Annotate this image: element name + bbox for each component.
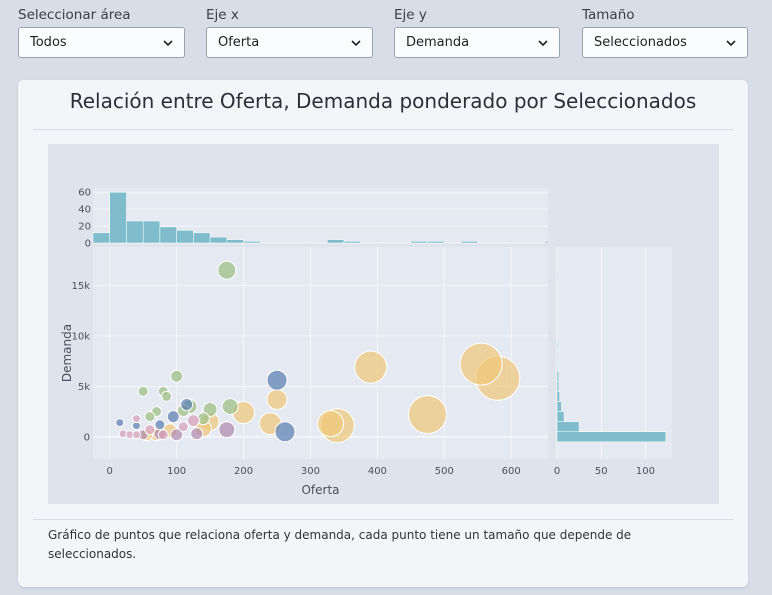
scatter-point — [144, 411, 156, 423]
x-tick-label: 400 — [368, 466, 387, 477]
scatter-point — [177, 421, 189, 433]
y-tick-label: 5k — [78, 382, 90, 393]
filter-area: Seleccionar área — [18, 6, 131, 24]
chart-caption: Gráfico de puntos que relaciona oferta y… — [48, 528, 632, 561]
filter-x-label: Eje x — [206, 7, 239, 23]
scatter-point — [354, 350, 388, 384]
scatter-point — [217, 260, 237, 280]
top-histogram-bar — [243, 241, 261, 244]
right-histogram-bar — [556, 431, 667, 443]
y-tick-label: 10k — [71, 331, 90, 342]
right-histogram-bar — [556, 350, 559, 362]
scatter-point — [266, 388, 288, 410]
top-histogram-bar — [126, 220, 144, 244]
top-histogram-bar — [427, 241, 445, 244]
scatter-point — [218, 421, 236, 439]
caption-divider — [33, 519, 733, 520]
chevron-down-icon — [351, 40, 361, 47]
top-histogram-bar — [159, 226, 177, 244]
scatter-point — [459, 342, 503, 386]
scatter-point — [408, 395, 448, 435]
right-histogram-bar — [556, 360, 559, 372]
title-divider — [33, 129, 733, 130]
top-histogram-bar — [326, 239, 345, 244]
scatter-point — [186, 414, 200, 428]
top-histogram-bar — [193, 232, 211, 244]
top-histogram-bar — [92, 232, 110, 244]
filter-area-label: Seleccionar área — [18, 7, 131, 23]
top-histogram-bar — [176, 230, 194, 244]
right-histogram-bar — [556, 269, 559, 281]
top-histogram-bar — [209, 236, 228, 244]
x-tick-label: 500 — [435, 466, 454, 477]
x-tick-label: 0 — [107, 466, 113, 477]
scatter-point — [170, 428, 184, 442]
x-axis-select-value: Oferta — [218, 35, 260, 50]
scatter-point — [274, 421, 296, 443]
right-histogram-bar — [556, 401, 562, 412]
right-histogram-tick-label: 0 — [554, 466, 560, 477]
top-histogram-tick-label: 20 — [78, 222, 91, 233]
top-histogram-bar — [410, 241, 428, 244]
scatter-point — [190, 427, 204, 441]
scatter-point — [161, 390, 173, 402]
x-tick-label: 100 — [167, 466, 186, 477]
top-histogram-tick-label: 0 — [85, 239, 91, 250]
scatter-point — [166, 410, 180, 424]
scatter-point — [266, 369, 288, 391]
y-axis-label: Demanda — [60, 324, 74, 382]
chevron-down-icon — [726, 40, 736, 47]
filter-y: Eje y — [394, 6, 427, 24]
right-histogram-bar — [556, 381, 560, 392]
scatter-point — [115, 418, 125, 428]
chart-card: Relación entre Oferta, Demanda ponderado… — [18, 80, 748, 587]
x-tick-label: 300 — [301, 466, 320, 477]
scatter-point — [221, 398, 239, 416]
scatter-point — [131, 430, 141, 440]
right-histogram-bar — [556, 340, 559, 352]
top-histogram-bar — [343, 241, 361, 244]
area-select[interactable]: Todos — [18, 27, 185, 58]
right-histogram-bar — [556, 411, 565, 422]
y-axis-select[interactable]: Demanda — [394, 27, 560, 58]
y-tick-label: 15k — [71, 281, 90, 292]
top-histogram-bar — [460, 241, 478, 244]
x-axis-label: Oferta — [301, 483, 339, 497]
size-select-value: Seleccionados — [594, 35, 687, 50]
scatter-point — [180, 397, 194, 411]
scatter-point — [131, 414, 141, 424]
right-histogram-tick-label: 50 — [595, 466, 608, 477]
y-axis-select-value: Demanda — [406, 35, 470, 50]
right-histogram-bar — [556, 391, 560, 402]
top-histogram-bar — [109, 191, 127, 244]
right-histogram-tick-label: 100 — [636, 466, 655, 477]
top-histogram-bar — [142, 220, 161, 244]
chart-title: Relación entre Oferta, Demanda ponderado… — [69, 89, 697, 113]
top-histogram-tick-label: 40 — [78, 205, 91, 216]
scatter-point — [170, 369, 184, 383]
x-tick-label: 600 — [502, 466, 521, 477]
filter-x: Eje x — [206, 6, 239, 24]
x-axis-select[interactable]: Oferta — [206, 27, 373, 58]
scatter-point — [144, 424, 156, 436]
top-histogram-tick-label: 60 — [78, 188, 91, 199]
filter-size-label: Tamaño — [582, 7, 635, 23]
filter-size: Tamaño — [582, 6, 635, 24]
area-select-value: Todos — [30, 35, 67, 50]
top-histogram-bar — [226, 239, 244, 244]
scatter-chart: 0 100 200 300 400 500 60005k10k15kOfertaDemand… — [48, 144, 719, 504]
scatter-point — [317, 410, 345, 438]
y-tick-label: 0 — [84, 432, 90, 443]
scatter-point — [154, 419, 166, 431]
right-histogram-bar — [556, 421, 580, 432]
scatter-point — [157, 429, 169, 441]
x-tick-label: 200 — [234, 466, 253, 477]
top-histogram-bar — [544, 241, 549, 244]
scatter-point — [137, 385, 149, 397]
chevron-down-icon — [163, 40, 173, 47]
right-histogram-bar — [556, 370, 560, 382]
size-select[interactable]: Seleccionados — [582, 27, 748, 58]
filter-y-label: Eje y — [394, 7, 427, 23]
chevron-down-icon — [538, 40, 548, 47]
